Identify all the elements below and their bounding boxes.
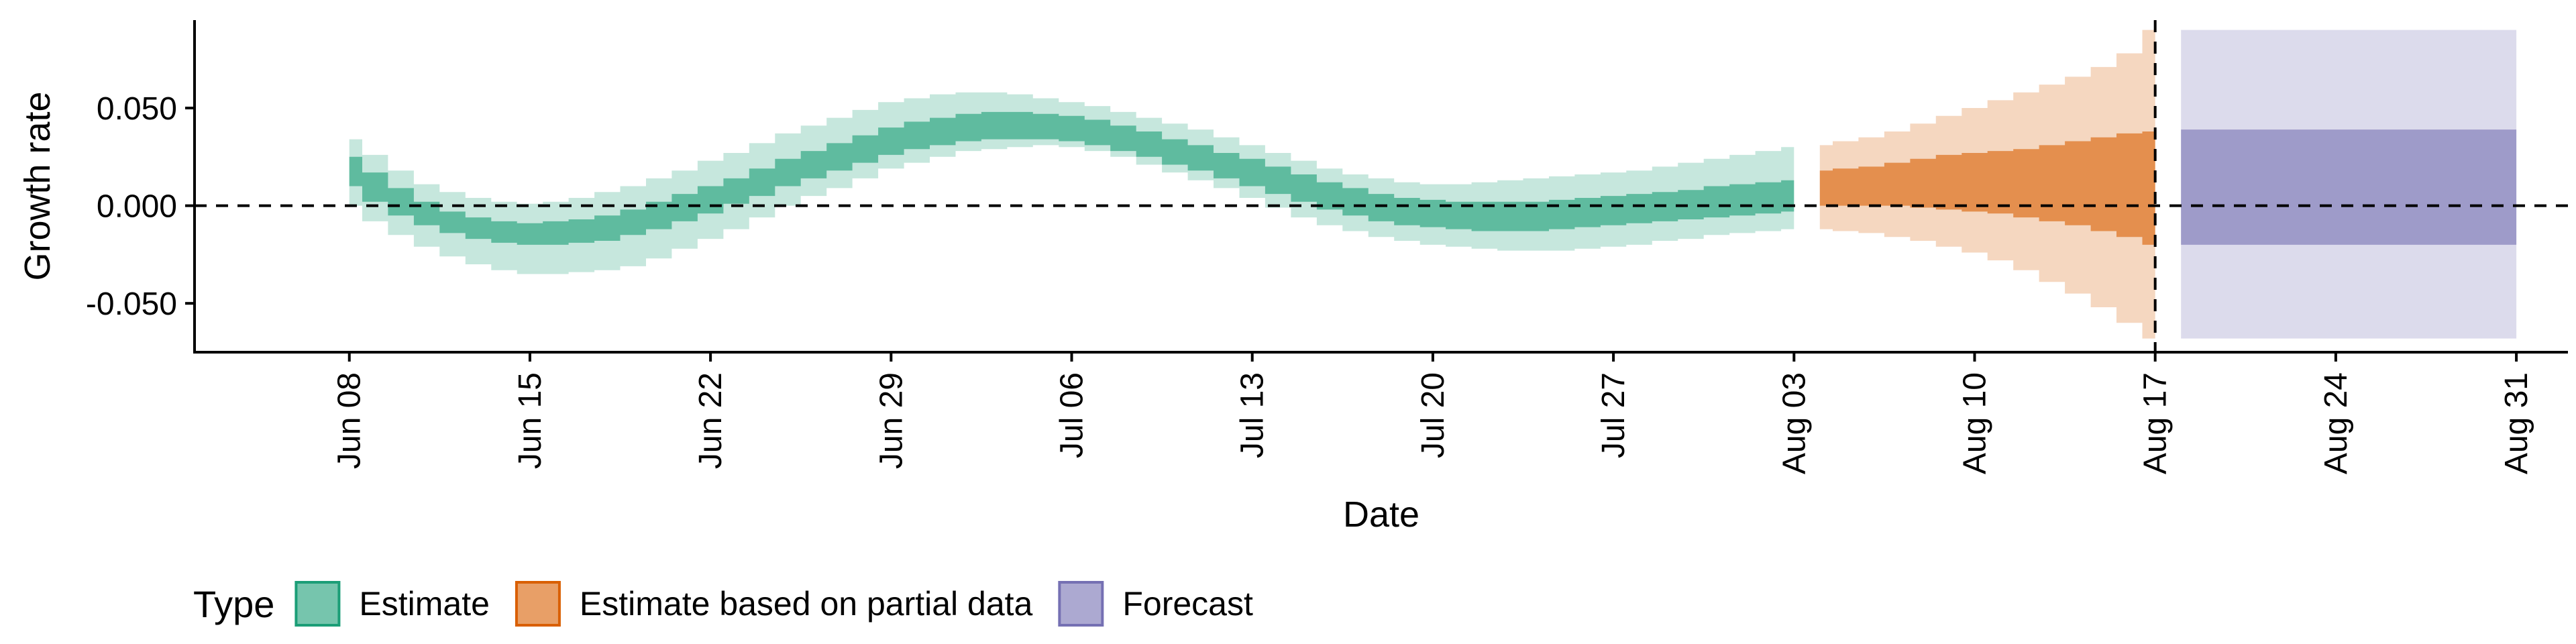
legend-swatch-estimate <box>294 581 341 627</box>
x-tick-label: Jul 13 <box>1235 372 1271 458</box>
legend-label-estimate-based-on-partial-data: Estimate based on partial data <box>580 585 1033 623</box>
band-inner-forecast <box>2181 129 2517 245</box>
y-tick-label: 0.000 <box>97 189 177 225</box>
band-inner-estimate <box>349 111 1794 245</box>
x-tick-label: Aug 03 <box>1776 372 1812 474</box>
legend-swatch-estimate-based-on-partial-data <box>515 581 561 627</box>
y-axis-ticks: -0.050 0.000 0.050 <box>86 91 195 322</box>
x-tick-label: Jun 22 <box>693 372 729 469</box>
x-tick-label: Aug 24 <box>2318 372 2354 474</box>
x-tick-label: Jun 08 <box>332 372 368 469</box>
band-inner-estimate-based-on-partial-data <box>1819 131 2155 245</box>
x-axis-title: Date <box>1343 494 1419 535</box>
y-tick-label: -0.050 <box>86 286 177 322</box>
x-tick-label: Aug 17 <box>2138 372 2174 474</box>
y-axis-title: Growth rate <box>17 91 58 280</box>
x-tick-label: Jul 06 <box>1055 372 1090 458</box>
legend-swatch-forecast <box>1058 581 1104 627</box>
x-tick-label: Jun 15 <box>513 372 548 469</box>
legend-title: Type <box>193 583 274 625</box>
x-tick-label: Aug 10 <box>1957 372 1993 474</box>
x-tick-label: Jul 27 <box>1596 372 1631 458</box>
band-outer-estimate <box>349 92 1794 274</box>
chart-bands <box>349 30 2517 339</box>
legend: Type Estimate Estimate based on partial d… <box>193 581 1253 627</box>
x-axis-ticks: Jun 08 Jun 15 Jun 22 Jun 29 Jul 06 Jul 13 Jul … <box>332 352 2534 474</box>
y-tick-label: 0.050 <box>97 91 177 127</box>
x-tick-label: Aug 31 <box>2499 372 2534 474</box>
x-tick-label: Jun 29 <box>873 372 909 469</box>
legend-label-estimate: Estimate <box>359 585 490 623</box>
legend-label-forecast: Forecast <box>1122 585 1253 623</box>
x-tick-label: Jul 20 <box>1415 372 1451 458</box>
